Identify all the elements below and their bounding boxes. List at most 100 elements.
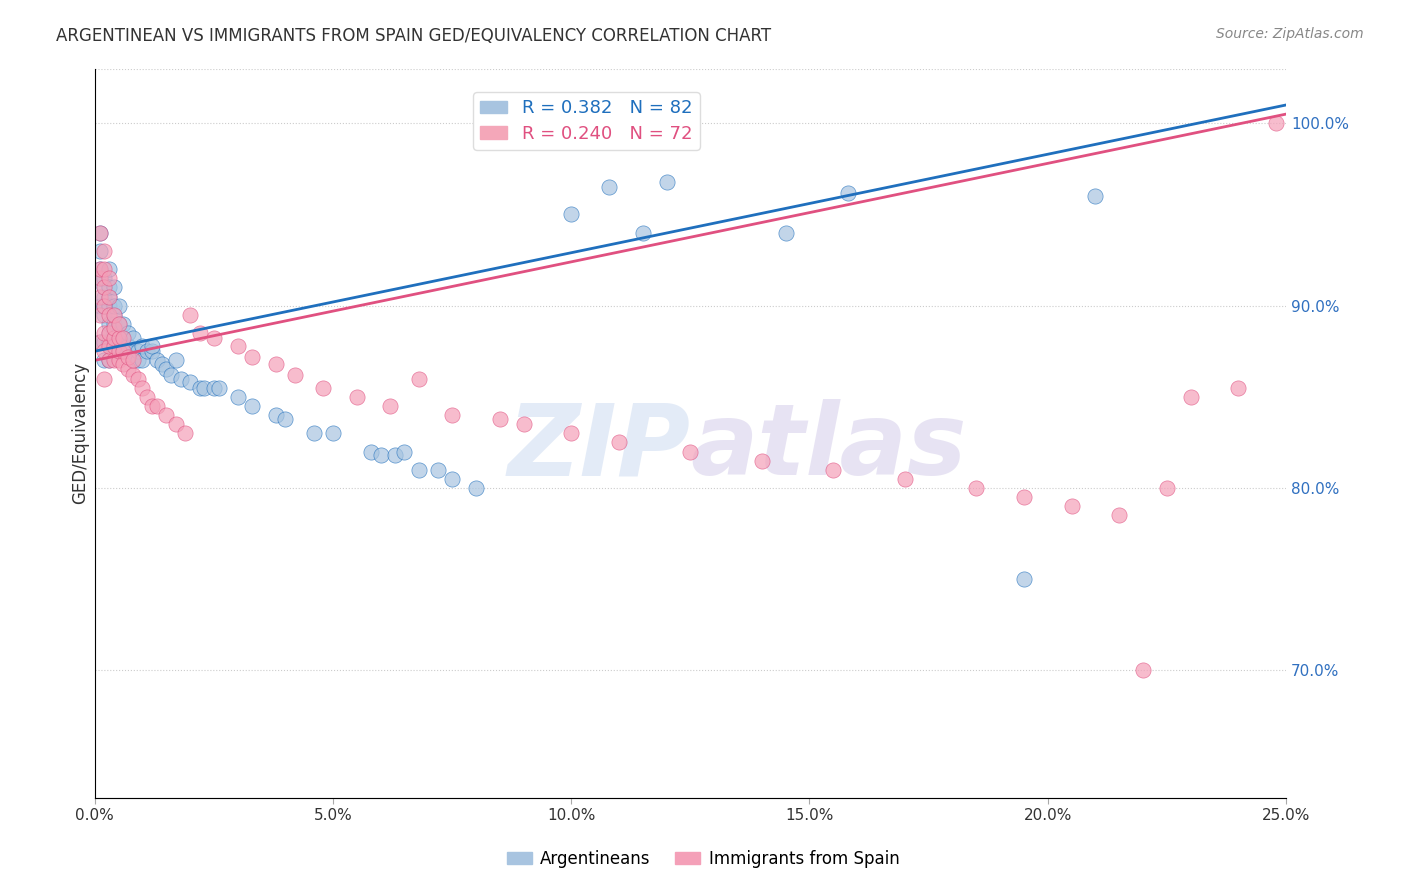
Legend: R = 0.382   N = 82, R = 0.240   N = 72: R = 0.382 N = 82, R = 0.240 N = 72 <box>472 92 700 150</box>
Point <box>131 381 153 395</box>
Point <box>98 335 121 350</box>
Point <box>103 320 125 334</box>
Point <box>141 399 163 413</box>
Point <box>103 280 125 294</box>
Point <box>117 350 139 364</box>
Point <box>107 344 129 359</box>
Point <box>93 244 115 258</box>
Point <box>240 399 263 413</box>
Point <box>112 331 135 345</box>
Point <box>103 339 125 353</box>
Point <box>122 353 145 368</box>
Point <box>408 371 430 385</box>
Point <box>202 381 225 395</box>
Point <box>380 399 402 413</box>
Point <box>370 448 392 462</box>
Point <box>346 390 368 404</box>
Point <box>89 289 111 303</box>
Point <box>89 262 111 277</box>
Point <box>107 344 129 359</box>
Point <box>394 444 416 458</box>
Point <box>89 262 111 277</box>
Point <box>93 371 115 385</box>
Point <box>103 308 125 322</box>
Point <box>103 308 125 322</box>
Point <box>93 353 115 368</box>
Point <box>226 339 249 353</box>
Point <box>322 426 344 441</box>
Point <box>408 463 430 477</box>
Point <box>894 472 917 486</box>
Point <box>560 426 582 441</box>
Point <box>89 299 111 313</box>
Y-axis label: GED/Equivalency: GED/Equivalency <box>72 362 89 504</box>
Point <box>93 262 115 277</box>
Point <box>89 244 111 258</box>
Point <box>122 353 145 368</box>
Point <box>208 381 231 395</box>
Point <box>98 289 121 303</box>
Point <box>112 317 135 331</box>
Point <box>465 481 488 495</box>
Point <box>93 344 115 359</box>
Point <box>679 444 702 458</box>
Point <box>837 186 859 200</box>
Point <box>93 308 115 322</box>
Point <box>98 326 121 340</box>
Point <box>775 226 797 240</box>
Point <box>284 368 307 382</box>
Point <box>312 381 335 395</box>
Point <box>93 335 115 350</box>
Point <box>117 344 139 359</box>
Point <box>98 271 121 285</box>
Point <box>179 376 201 390</box>
Point <box>89 271 111 285</box>
Text: ZIP: ZIP <box>508 400 690 496</box>
Point <box>112 344 135 359</box>
Point <box>1108 508 1130 523</box>
Legend: Argentineans, Immigrants from Spain: Argentineans, Immigrants from Spain <box>501 844 905 875</box>
Point <box>103 317 125 331</box>
Point <box>264 357 287 371</box>
Point <box>89 335 111 350</box>
Point <box>93 280 115 294</box>
Point <box>165 417 187 432</box>
Point <box>136 390 159 404</box>
Point <box>127 353 149 368</box>
Point <box>103 353 125 368</box>
Point <box>169 371 191 385</box>
Point <box>1012 490 1035 504</box>
Point <box>264 408 287 422</box>
Point <box>117 362 139 376</box>
Point <box>1012 572 1035 586</box>
Point <box>89 335 111 350</box>
Point <box>103 331 125 345</box>
Point <box>751 453 773 467</box>
Point <box>98 326 121 340</box>
Point <box>226 390 249 404</box>
Point <box>117 326 139 340</box>
Point <box>98 308 121 322</box>
Point <box>965 481 987 495</box>
Point <box>512 417 534 432</box>
Point <box>107 335 129 350</box>
Point <box>93 299 115 313</box>
Point <box>560 207 582 221</box>
Point <box>98 289 121 303</box>
Point <box>89 226 111 240</box>
Point <box>202 331 225 345</box>
Text: atlas: atlas <box>690 400 967 496</box>
Text: ARGENTINEAN VS IMMIGRANTS FROM SPAIN GED/EQUIVALENCY CORRELATION CHART: ARGENTINEAN VS IMMIGRANTS FROM SPAIN GED… <box>56 27 772 45</box>
Point <box>1156 481 1178 495</box>
Text: Source: ZipAtlas.com: Source: ZipAtlas.com <box>1216 27 1364 41</box>
Point <box>98 299 121 313</box>
Point <box>631 226 654 240</box>
Point <box>150 357 173 371</box>
Point <box>117 339 139 353</box>
Point <box>103 326 125 340</box>
Point <box>488 411 510 425</box>
Point <box>426 463 449 477</box>
Point <box>141 339 163 353</box>
Point <box>188 326 211 340</box>
Point <box>607 435 630 450</box>
